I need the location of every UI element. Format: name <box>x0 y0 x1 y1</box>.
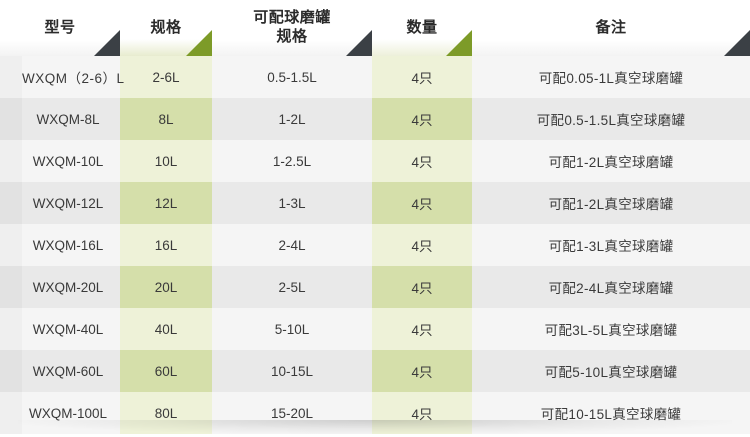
cell-model: WXQM-60L <box>0 350 120 392</box>
table-row: WXQM-10L 10L 1-2.5L 4只 可配1-2L真空球磨罐 <box>0 140 750 182</box>
cell-qty: 4只 <box>372 350 472 392</box>
cell-jar: 1-2.5L <box>212 140 372 182</box>
cell-spec: 40L <box>120 308 212 350</box>
cell-model: WXQM-8L <box>0 98 120 140</box>
cell-spec: 60L <box>120 350 212 392</box>
corner-triangle-icon <box>724 30 750 56</box>
column-header-jar: 可配球磨罐 规格 <box>212 0 372 56</box>
cell-model: WXQM-12L <box>0 182 120 224</box>
cell-qty: 4只 <box>372 224 472 266</box>
cell-model: WXQM（2-6）L <box>0 56 124 98</box>
column-header-jar-label-line2: 规格 <box>276 28 308 45</box>
cell-jar: 5-10L <box>212 308 372 350</box>
table-row: WXQM-8L 8L 1-2L 4只 可配0.5-1.5L真空球磨罐 <box>0 98 750 140</box>
cell-remark: 可配10-15L真空球磨罐 <box>472 392 750 434</box>
cell-qty: 4只 <box>372 98 472 140</box>
cell-spec: 20L <box>120 266 212 308</box>
table-row: WXQM-16L 16L 2-4L 4只 可配1-3L真空球磨罐 <box>0 224 750 266</box>
column-header-qty: 数量 <box>372 0 472 56</box>
column-header-model-label: 型号 <box>44 18 76 36</box>
cell-spec: 10L <box>120 140 212 182</box>
column-header-model: 型号 <box>0 0 120 56</box>
cell-jar: 10-15L <box>212 350 372 392</box>
cell-remark: 可配0.5-1.5L真空球磨罐 <box>472 98 750 140</box>
cell-remark: 可配2-4L真空球磨罐 <box>472 266 750 308</box>
cell-remark: 可配1-2L真空球磨罐 <box>472 182 750 224</box>
table-row: WXQM-12L 12L 1-3L 4只 可配1-2L真空球磨罐 <box>0 182 750 224</box>
cell-jar: 1-2L <box>212 98 372 140</box>
cell-remark: 可配1-2L真空球磨罐 <box>472 140 750 182</box>
cell-spec: 12L <box>120 182 212 224</box>
table-row: WXQM-60L 60L 10-15L 4只 可配5-10L真空球磨罐 <box>0 350 750 392</box>
table-header-row: 型号 规格 可配球磨罐 规格 数量 备注 <box>0 0 750 56</box>
cell-model: WXQM-16L <box>0 224 120 266</box>
cell-qty: 4只 <box>372 392 472 434</box>
table-row: WXQM-100L 80L 15-20L 4只 可配10-15L真空球磨罐 <box>0 392 750 434</box>
column-header-jar-label-line1: 可配球磨罐 <box>253 9 331 27</box>
table-row: WXQM-20L 20L 2-5L 4只 可配2-4L真空球磨罐 <box>0 266 750 308</box>
corner-triangle-icon <box>186 30 212 56</box>
cell-model: WXQM-40L <box>0 308 120 350</box>
table-row: WXQM（2-6）L 2-6L 0.5-1.5L 4只 可配0.05-1L真空球… <box>0 56 750 98</box>
cell-jar: 2-4L <box>212 224 372 266</box>
cell-remark: 可配3L-5L真空球磨罐 <box>472 308 750 350</box>
table-row: WXQM-40L 40L 5-10L 4只 可配3L-5L真空球磨罐 <box>0 308 750 350</box>
cell-qty: 4只 <box>372 56 472 98</box>
cell-model: WXQM-20L <box>0 266 120 308</box>
cell-remark: 可配1-3L真空球磨罐 <box>472 224 750 266</box>
cell-remark: 可配5-10L真空球磨罐 <box>472 350 750 392</box>
corner-triangle-icon <box>346 30 372 56</box>
cell-spec: 80L <box>120 392 212 434</box>
corner-triangle-icon <box>446 30 472 56</box>
cell-qty: 4只 <box>372 140 472 182</box>
column-header-qty-label: 数量 <box>406 18 438 36</box>
cell-qty: 4只 <box>372 308 472 350</box>
cell-jar: 1-3L <box>212 182 372 224</box>
cell-jar: 0.5-1.5L <box>212 56 372 98</box>
cell-qty: 4只 <box>372 266 472 308</box>
cell-qty: 4只 <box>372 182 472 224</box>
cell-jar: 15-20L <box>212 392 372 434</box>
cell-remark: 可配0.05-1L真空球磨罐 <box>472 56 750 98</box>
table-body: WXQM（2-6）L 2-6L 0.5-1.5L 4只 可配0.05-1L真空球… <box>0 56 750 434</box>
corner-triangle-icon <box>94 30 120 56</box>
table-header: 型号 规格 可配球磨罐 规格 数量 备注 <box>0 0 750 56</box>
column-header-spec: 规格 <box>120 0 212 56</box>
cell-spec: 16L <box>120 224 212 266</box>
column-header-spec-label: 规格 <box>150 18 182 36</box>
cell-jar: 2-5L <box>212 266 372 308</box>
column-header-remark-label: 备注 <box>595 18 627 36</box>
cell-spec: 8L <box>120 98 212 140</box>
column-header-remark: 备注 <box>472 0 750 56</box>
cell-spec: 2-6L <box>120 56 212 98</box>
cell-model: WXQM-10L <box>0 140 120 182</box>
cell-model: WXQM-100L <box>0 392 120 434</box>
